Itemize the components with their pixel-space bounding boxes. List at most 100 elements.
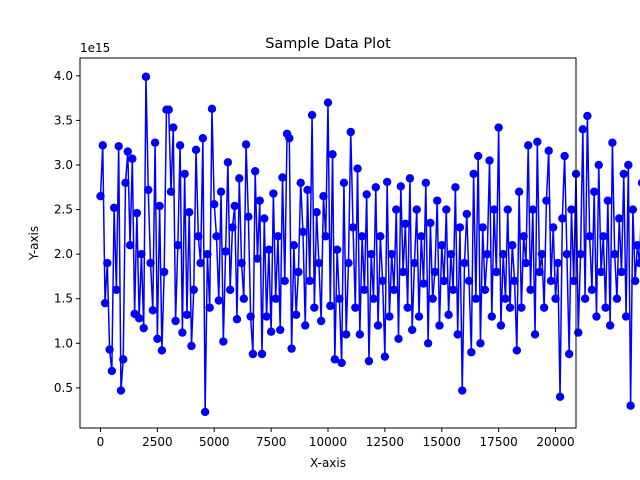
data-point [191, 145, 201, 155]
data-point [546, 276, 556, 286]
data-point [134, 314, 144, 323]
data-point [585, 232, 594, 241]
data-point [228, 223, 237, 232]
data-point [580, 294, 590, 303]
x-tick-label: 2500 [142, 435, 173, 449]
data-point [442, 205, 451, 214]
data-point [576, 249, 585, 259]
data-point [100, 298, 110, 308]
data-point [403, 303, 412, 312]
data-point [164, 105, 173, 114]
x-tick-label: 7500 [256, 435, 287, 449]
data-point [378, 276, 387, 286]
data-point [458, 386, 467, 395]
data-point [269, 189, 278, 198]
data-point [298, 227, 308, 237]
data-point [239, 294, 249, 303]
data-point [514, 187, 524, 196]
data-point [421, 178, 431, 188]
data-point [382, 177, 392, 187]
y-tick-label: 1.0 [54, 336, 73, 350]
data-point [303, 185, 312, 195]
data-point [444, 310, 453, 319]
data-point [610, 249, 619, 259]
data-point [216, 187, 226, 196]
x-tick-label: 0 [97, 435, 105, 449]
data-point [592, 312, 601, 321]
data-point [285, 134, 294, 143]
data-point [512, 346, 522, 355]
data-point [237, 258, 246, 268]
data-point [630, 276, 640, 286]
data-point [194, 232, 203, 241]
data-point [533, 137, 542, 147]
data-point [494, 123, 503, 132]
data-point [553, 258, 562, 268]
data-point [558, 214, 567, 223]
data-point [173, 241, 183, 250]
data-point [626, 401, 635, 410]
data-point [305, 276, 314, 286]
data-point [112, 285, 121, 295]
data-point [448, 285, 458, 295]
data-point [628, 205, 638, 214]
y-axis-ticks: 0.5 1.0 1.5 2.0 2.5 3.0 3.5 4.0 [54, 69, 80, 395]
data-point [348, 223, 358, 232]
data-point [435, 321, 444, 330]
data-point [433, 196, 442, 205]
data-point [455, 223, 465, 232]
data-point [212, 232, 221, 241]
y-axis-offset-label: 1e15 [80, 41, 110, 55]
data-point [407, 325, 417, 335]
data-point [430, 267, 440, 277]
data-point [185, 208, 194, 217]
data-point [235, 174, 244, 183]
data-point [364, 356, 374, 366]
data-point [487, 312, 497, 321]
y-tick-label: 3.0 [54, 158, 73, 172]
data-point [417, 232, 426, 241]
data-point [551, 294, 560, 303]
data-point [144, 185, 153, 195]
data-point [426, 218, 435, 228]
data-point [230, 201, 239, 211]
x-tick-label: 10000 [309, 435, 347, 449]
x-tick-label: 12500 [366, 435, 404, 449]
data-point [307, 110, 317, 120]
data-point [535, 267, 544, 277]
data-point [617, 267, 626, 277]
data-point [464, 276, 474, 286]
data-point [492, 267, 501, 277]
data-point [150, 138, 160, 147]
data-point [250, 167, 260, 176]
y-tick-label: 3.5 [54, 113, 73, 127]
y-tick-label: 2.0 [54, 247, 73, 261]
data-point [392, 205, 401, 214]
data-point [369, 294, 378, 303]
data-point [498, 249, 508, 259]
data-point [562, 249, 572, 259]
data-point [169, 123, 178, 132]
data-point [373, 321, 383, 330]
data-point [569, 276, 578, 286]
data-point [159, 267, 169, 277]
data-point [225, 285, 235, 295]
data-point [549, 223, 558, 232]
data-point [273, 232, 283, 241]
data-point [223, 158, 233, 167]
data-point [605, 321, 615, 330]
data-point [594, 160, 603, 170]
data-point [524, 141, 533, 150]
data-point [207, 104, 217, 114]
data-point [412, 205, 421, 214]
data-point [294, 267, 303, 277]
data-point [528, 205, 537, 214]
data-point [385, 312, 394, 321]
data-point [132, 208, 142, 218]
data-point [262, 312, 271, 321]
x-tick-label: 20000 [536, 435, 574, 449]
data-point [105, 345, 114, 354]
data-point [526, 285, 535, 295]
